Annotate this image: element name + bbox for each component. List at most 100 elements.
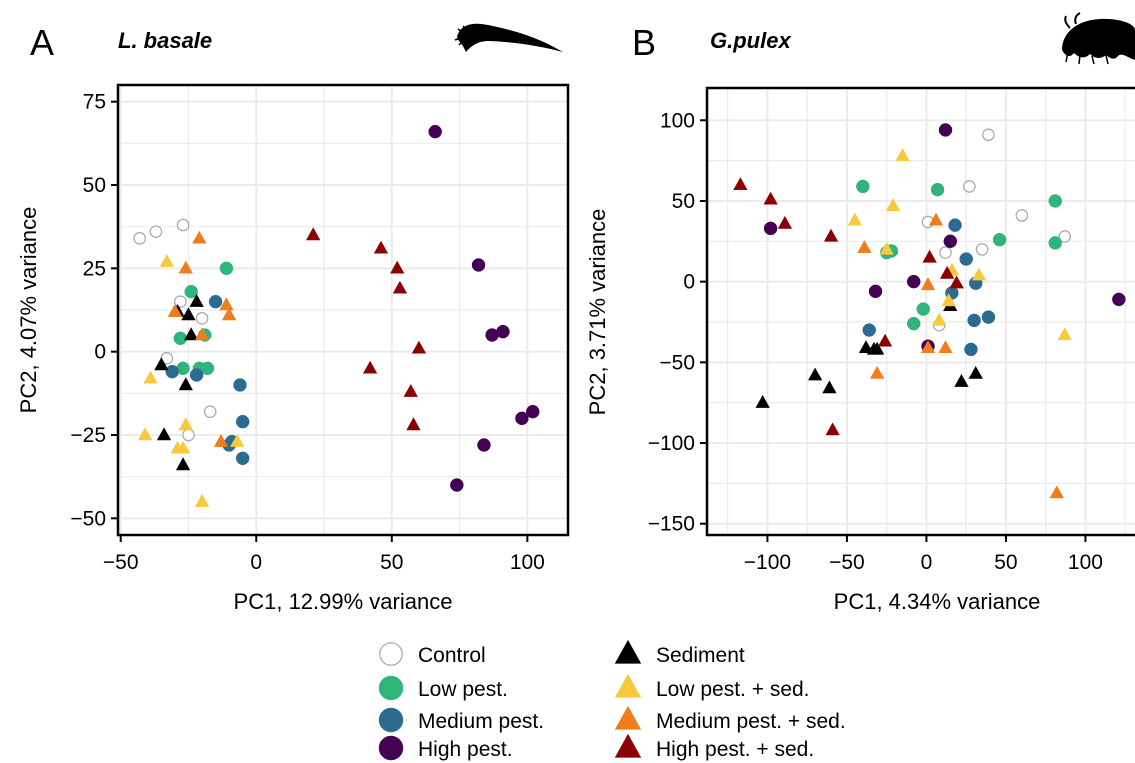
point-low-pest-a	[173, 331, 188, 346]
point-medium-pest-sed-a	[194, 327, 210, 341]
point-low-pest-sed-a	[230, 434, 245, 447]
point-medium-pest-sed-b	[920, 340, 936, 353]
point-low-pest-a	[184, 284, 198, 299]
legend-marker-medium-pest	[378, 707, 404, 733]
point-control-a	[174, 295, 187, 308]
y-tick-label: −50	[659, 351, 695, 374]
legend-label-medium-pest-sed: Medium pest. + sed.	[656, 710, 846, 733]
point-medium-pest-sed-b	[928, 212, 944, 226]
point-high-pest-b	[943, 234, 958, 249]
point-sediment-b	[822, 380, 837, 394]
point-high-pest-sed-b	[823, 228, 839, 242]
point-low-pest-sed-b	[932, 312, 947, 326]
point-high-pest-sed-b	[949, 275, 964, 289]
point-sediment-b	[968, 366, 983, 379]
plot-frame-a	[116, 83, 570, 537]
species-title-a: L. basale	[118, 28, 212, 53]
point-high-pest-a	[450, 478, 464, 492]
legend-marker-low-pest-sed	[614, 673, 642, 698]
point-control-b	[982, 128, 995, 142]
point-high-pest-a	[496, 324, 510, 339]
point-high-pest-sed-a	[306, 227, 321, 241]
legend-marker-low-pest	[378, 675, 404, 701]
point-medium-pest-sed-b	[920, 277, 936, 291]
point-low-pest-sed-a	[138, 427, 153, 441]
point-sediment-a	[184, 327, 199, 341]
point-medium-pest-sed-b	[938, 340, 953, 353]
point-high-pest-sed-a	[406, 417, 421, 431]
legend-marker-sediment	[614, 639, 642, 664]
point-high-pest-sed-a	[392, 280, 408, 294]
point-control-b	[975, 243, 989, 256]
point-low-pest-b	[992, 232, 1007, 247]
amphipod-silhouette-icon	[1062, 12, 1135, 65]
point-low-pest-sed-a	[159, 254, 174, 267]
point-medium-pest-a	[165, 364, 179, 379]
y-tick-label: 0	[683, 271, 695, 294]
point-high-pest-sed-b	[777, 215, 793, 229]
y-axis-title-b: PC2, 3.71% variance	[585, 209, 610, 416]
point-low-pest-sed-b	[847, 212, 862, 226]
point-low-pest-sed-b	[941, 293, 956, 307]
legend-label-low-pest-sed: Low pest. + sed.	[656, 678, 810, 701]
x-tick-label: −100	[744, 551, 791, 574]
point-medium-pest-a	[208, 294, 223, 309]
point-medium-pest-b	[959, 252, 973, 266]
legend-label-high-pest-sed: High pest. + sed.	[656, 738, 814, 761]
point-sediment-b	[755, 395, 770, 408]
point-sediment-b	[870, 341, 885, 355]
point-low-pest-sed-b	[879, 241, 894, 255]
points-a	[133, 124, 540, 507]
point-sediment-a	[178, 377, 193, 391]
point-medium-pest-sed-b	[857, 240, 872, 253]
y-tick-label: −25	[70, 424, 106, 447]
x-tick-label: 50	[994, 551, 1017, 574]
y-tick-label: −150	[648, 513, 695, 536]
legend-marker-high-pest-sed	[614, 733, 642, 758]
point-high-pest-sed-b	[922, 249, 937, 263]
point-control-a	[176, 218, 190, 232]
point-medium-pest-sed-a	[222, 307, 237, 321]
point-control-a	[195, 312, 209, 325]
larva-silhouette-icon	[454, 23, 563, 52]
point-medium-pest-a	[189, 368, 204, 382]
point-low-pest-sed-b	[895, 148, 910, 161]
point-low-pest-b	[1048, 194, 1062, 208]
point-medium-pest-sed-b	[1049, 485, 1064, 499]
legend-label-low-pest: Low pest.	[418, 678, 508, 701]
point-high-pest-sed-b	[825, 422, 840, 436]
axis-ticks-a: −50 0 50 100 −50 −25 0 25 50 75	[70, 91, 544, 574]
species-title-b: G.pulex	[710, 28, 791, 53]
panel-label-a: A	[30, 22, 54, 63]
point-control-b	[1015, 209, 1029, 222]
point-high-pest-sed-b	[763, 191, 778, 205]
point-medium-pest-sed-a	[178, 260, 193, 274]
point-control-a	[203, 405, 217, 418]
point-medium-pest-b	[981, 310, 996, 324]
x-tick-label: 100	[1068, 551, 1103, 574]
point-low-pest-b	[906, 316, 921, 331]
legend-label-medium-pest: Medium pest.	[418, 710, 544, 733]
point-high-pest-sed-a	[403, 384, 418, 397]
point-low-pest-b	[1048, 236, 1062, 250]
point-medium-pest-sed-a	[167, 304, 183, 317]
grid-a	[118, 85, 568, 535]
legend-label-sediment: Sediment	[656, 644, 745, 667]
legend-label-control: Control	[418, 644, 486, 667]
point-sediment-a	[189, 294, 204, 307]
point-sediment-a	[181, 307, 196, 321]
point-high-pest-sed-b	[733, 177, 748, 190]
point-high-pest-b	[906, 274, 921, 289]
y-tick-label: 100	[660, 109, 695, 132]
point-high-pest-sed-a	[390, 260, 405, 274]
point-high-pest-a	[477, 438, 491, 452]
point-control-a	[182, 428, 195, 442]
x-axis-title-a: PC1, 12.99% variance	[234, 589, 453, 614]
legend-marker-medium-pest-sed	[614, 705, 642, 730]
point-medium-pest-b	[862, 323, 876, 337]
point-medium-pest-b	[964, 342, 978, 357]
point-low-pest-a	[219, 261, 234, 276]
point-low-pest-b	[856, 179, 870, 194]
point-control-b	[1058, 230, 1072, 243]
y-axis-title-a: PC2, 4.07% variance	[16, 207, 41, 414]
